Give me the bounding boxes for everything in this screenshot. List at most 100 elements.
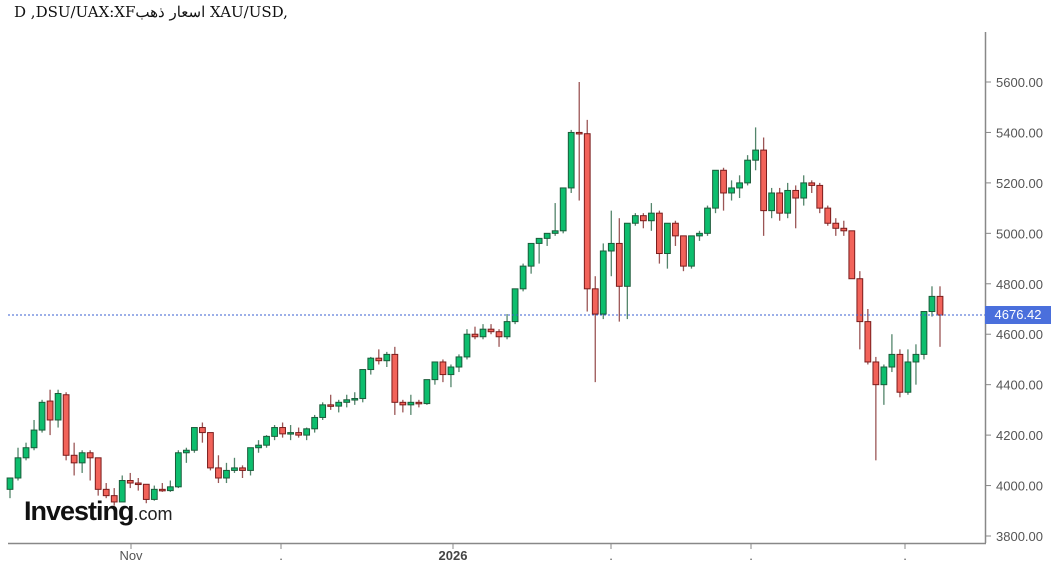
bullish-candle [22, 447, 30, 459]
bearish-candle [824, 207, 832, 224]
bullish-candle [38, 401, 46, 431]
bearish-candle [816, 184, 824, 209]
bullish-candle [271, 427, 278, 437]
bullish-candle [351, 398, 359, 401]
bullish-candle [319, 404, 327, 418]
bullish-candle [519, 265, 527, 290]
bearish-candle [391, 353, 399, 403]
investing-logo: Investing.com [24, 496, 173, 527]
bullish-candle [303, 428, 311, 436]
x-tick-label: . [279, 548, 283, 563]
x-tick-label: Nov [119, 548, 143, 563]
bullish-candle [407, 401, 415, 406]
bullish-candle [623, 222, 631, 287]
bearish-candle [792, 189, 800, 199]
bearish-candle [720, 169, 727, 194]
bullish-candle [463, 333, 471, 358]
bearish-candle [62, 394, 70, 456]
bullish-candle [166, 486, 174, 492]
x-tick-label: 2026 [439, 548, 468, 563]
y-tick-label: 5600.00 [996, 75, 1043, 90]
bullish-candle [383, 353, 391, 362]
y-tick-label: 4200.00 [996, 428, 1043, 443]
bearish-candle [471, 333, 479, 338]
bullish-candle [736, 182, 743, 189]
bearish-candle [872, 361, 880, 386]
bearish-candle [840, 227, 848, 232]
bullish-candle [223, 469, 230, 479]
bullish-candle [535, 237, 543, 244]
bullish-candle [768, 192, 776, 212]
bullish-candle [567, 131, 575, 189]
bearish-candle [680, 235, 687, 267]
bearish-candle [495, 331, 503, 338]
y-tick-label: 5000.00 [996, 226, 1043, 241]
bullish-candle [551, 230, 559, 234]
bullish-candle [447, 366, 455, 376]
bearish-candle [848, 230, 856, 280]
bullish-candle [343, 399, 351, 403]
bullish-candle [928, 295, 936, 313]
x-axis-ticks: Nov. 2026... [119, 543, 907, 563]
bullish-candle [511, 288, 519, 323]
bearish-candle [158, 488, 166, 492]
bullish-candle [287, 432, 294, 435]
bullish-candle [712, 169, 719, 209]
bullish-candle [503, 321, 511, 338]
bullish-candle [752, 149, 759, 161]
y-axis-ticks: 3800.00 4000.00 4200.00 4400.00 4600.00 4800.… [985, 75, 1043, 544]
bearish-candle [279, 427, 286, 435]
bullish-candle [247, 447, 254, 471]
y-tick-label: 5200.00 [996, 176, 1043, 191]
bearish-candle [760, 149, 768, 212]
bullish-candle [174, 452, 182, 488]
bearish-candle [199, 427, 206, 434]
bullish-candle [359, 369, 367, 400]
current-price-badge: 4676.42 [985, 305, 1051, 324]
bearish-candle [102, 488, 110, 497]
bearish-candle [672, 222, 679, 237]
bullish-candle [150, 488, 158, 500]
bullish-candle [14, 457, 22, 479]
bearish-candle [415, 401, 423, 405]
chart-title: D ,DSU/UAX:XFاسعار ذهب XAU/USD, [14, 3, 288, 21]
bearish-candle [583, 133, 591, 290]
bearish-candle [856, 278, 864, 323]
bearish-candle [832, 222, 840, 229]
bullish-candle [255, 444, 262, 449]
bullish-candle [423, 379, 431, 405]
bullish-candle [784, 189, 792, 214]
bullish-candle [118, 480, 126, 503]
bullish-candle [631, 215, 639, 224]
bearish-candle [776, 192, 784, 214]
bearish-candle [656, 212, 663, 255]
bearish-candle [639, 215, 647, 222]
bearish-candle [215, 467, 222, 479]
bearish-candle [86, 452, 94, 459]
bearish-candle [615, 242, 623, 287]
y-tick-label: 4800.00 [996, 277, 1043, 292]
bullish-candle [688, 235, 695, 267]
bearish-candle [575, 131, 583, 135]
bearish-candle [591, 288, 599, 315]
bullish-candle [607, 242, 615, 252]
bearish-candle [94, 457, 102, 490]
bullish-candle [888, 353, 896, 368]
bullish-candle [599, 250, 607, 315]
candles-layer [6, 82, 944, 506]
bullish-candle [744, 159, 751, 184]
bearish-candle [327, 404, 335, 407]
bearish-candle [487, 328, 495, 333]
bearish-candle [295, 432, 303, 436]
bullish-candle [6, 477, 14, 490]
bearish-candle [936, 295, 944, 316]
bullish-candle [263, 435, 270, 446]
bullish-candle [800, 182, 808, 199]
x-tick-label: . [609, 548, 613, 563]
bullish-candle [367, 357, 375, 371]
logo-main-text: Investing [24, 496, 135, 526]
bearish-candle [46, 400, 54, 421]
y-tick-label: 4400.00 [996, 378, 1043, 393]
bearish-candle [142, 483, 150, 500]
